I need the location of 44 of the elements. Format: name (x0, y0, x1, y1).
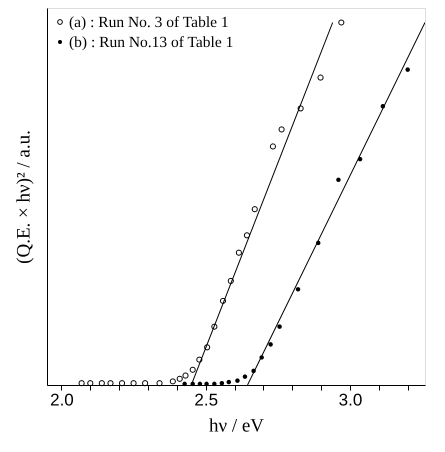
point (204, 344, 210, 350)
point (298, 105, 304, 112)
point (211, 324, 218, 330)
point (98, 380, 105, 386)
point (196, 356, 202, 363)
point (405, 67, 410, 72)
x-tick-label: 3.0 (338, 390, 362, 410)
point (170, 378, 176, 384)
point (107, 380, 114, 386)
point (204, 382, 209, 386)
point (235, 378, 240, 383)
point (212, 382, 217, 386)
point (268, 342, 273, 347)
point (277, 324, 282, 329)
point (182, 372, 189, 379)
legend-label: (b) : Run No.13 of Table 1 (69, 34, 234, 51)
point (226, 380, 232, 384)
point (270, 143, 276, 150)
point (244, 232, 250, 238)
x-tick-label: 2.5 (194, 390, 218, 410)
point (198, 382, 202, 386)
point (176, 376, 183, 382)
point (236, 250, 242, 256)
point (118, 380, 126, 386)
point (156, 380, 163, 386)
point (130, 380, 137, 386)
point (317, 74, 324, 81)
point (242, 374, 248, 379)
point (78, 380, 85, 386)
point (220, 298, 226, 304)
point (182, 382, 187, 386)
x-tick-label: 2.0 (50, 390, 74, 410)
point (220, 380, 224, 386)
point (252, 206, 258, 212)
point (296, 287, 300, 292)
point (87, 380, 94, 386)
point (190, 366, 196, 373)
point (336, 178, 341, 182)
legend-label: (a) : Run No. 3 of Table 1 (69, 14, 229, 31)
point (278, 126, 285, 132)
point (228, 278, 234, 284)
y-axis-title: (Q.E. × hν)² / a.u. (14, 130, 34, 264)
x-axis-title: hν / eV (208, 416, 264, 436)
point (338, 19, 344, 26)
